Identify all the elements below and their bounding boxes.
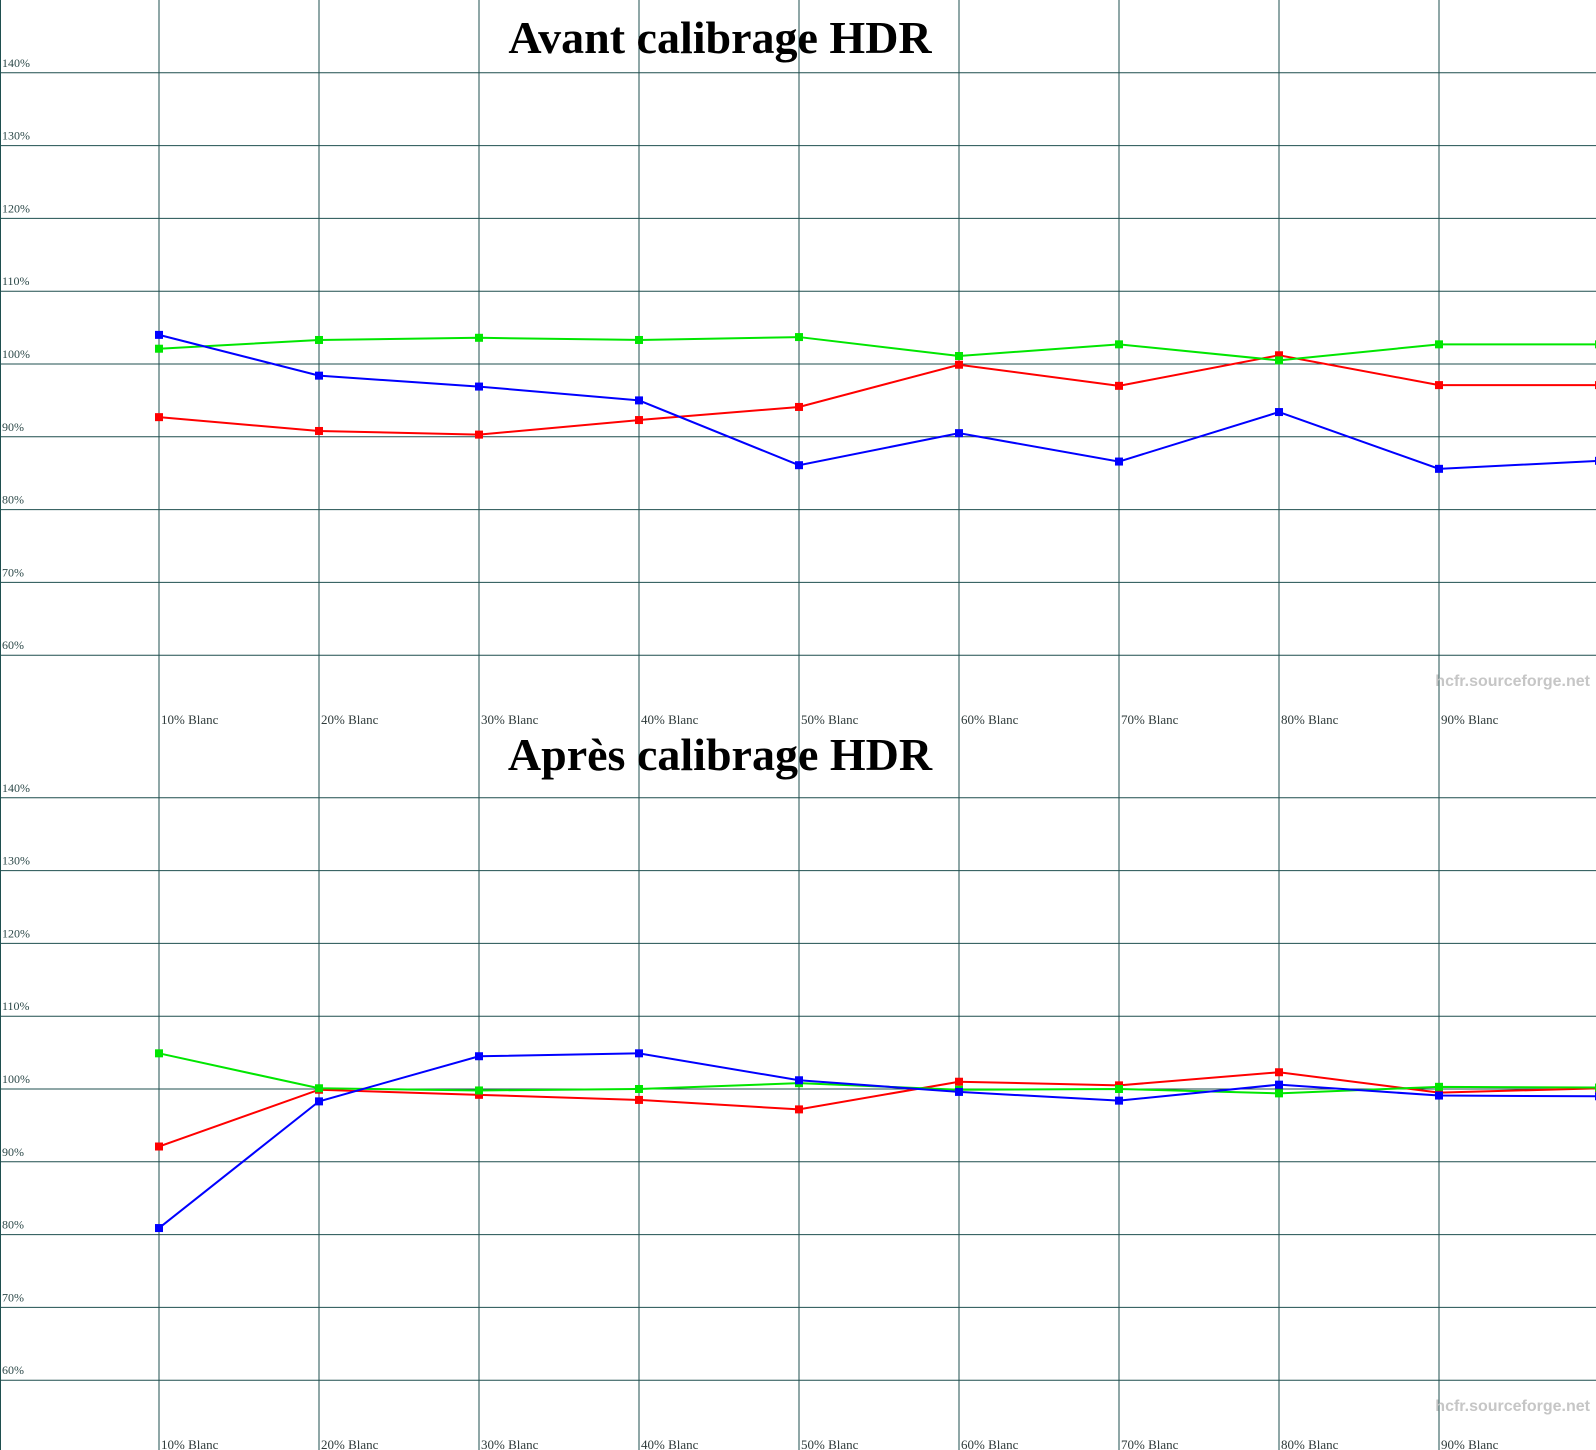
chart-after: 140% 130% 120% 110% 100% 90% 80% 70% 60% 10% Blan… xyxy=(0,725,1596,1450)
chart-before: 140% 130% 120% 110% 100% 90% 80% 70% 60% 10% Blan… xyxy=(0,0,1596,725)
data-point-green xyxy=(1115,1085,1123,1093)
data-point-red xyxy=(315,426,323,435)
x-tick-label: 90% Blanc xyxy=(1441,1437,1499,1450)
series-line-red xyxy=(158,1071,1596,1148)
data-point-blue xyxy=(315,371,323,380)
x-tick-label: 60% Blanc xyxy=(961,712,1019,725)
data-point-green xyxy=(315,335,323,344)
data-point-green xyxy=(475,1086,483,1095)
data-point-blue xyxy=(635,1049,643,1058)
data-point-blue xyxy=(155,1224,163,1233)
x-tick-label: 80% Blanc xyxy=(1281,1437,1339,1450)
y-tick-label: 120% xyxy=(2,926,30,940)
series-line-green xyxy=(158,1052,1596,1095)
series-line-blue xyxy=(158,1052,1596,1229)
y-tick-label: 80% xyxy=(2,1218,24,1232)
x-tick-label: 40% Blanc xyxy=(641,1437,699,1450)
data-point-green xyxy=(635,335,643,344)
data-point-green xyxy=(315,1084,323,1093)
data-point-red xyxy=(955,360,963,369)
data-point-green xyxy=(1435,340,1443,349)
series-line-red xyxy=(158,354,1596,436)
data-point-green xyxy=(1275,1089,1283,1098)
data-point-blue xyxy=(955,429,963,438)
x-tick-label: 30% Blanc xyxy=(481,712,539,725)
data-point-red xyxy=(155,413,163,422)
x-tick-label: 90% Blanc xyxy=(1441,712,1499,725)
y-tick-label: 100% xyxy=(2,1072,30,1086)
data-point-green xyxy=(1115,340,1123,349)
y-tick-label: 130% xyxy=(2,854,30,868)
data-point-red xyxy=(795,1105,803,1114)
x-tick-label: 60% Blanc xyxy=(961,1437,1019,1450)
chart-after-plot: 140% 130% 120% 110% 100% 90% 80% 70% 60% 10% Blan… xyxy=(0,725,1596,1450)
y-tick-label: 90% xyxy=(2,1145,24,1159)
series-line-green xyxy=(158,336,1596,362)
chart-after-title: Après calibrage HDR xyxy=(507,729,933,780)
data-point-red xyxy=(1275,1068,1283,1077)
watermark: hcfr.sourceforge.net xyxy=(1435,1398,1590,1415)
data-point-blue xyxy=(795,1076,803,1085)
data-point-blue xyxy=(795,461,803,470)
y-tick-label: 140% xyxy=(2,56,30,70)
y-tick-label: 130% xyxy=(2,129,30,143)
data-point-red xyxy=(1275,351,1283,360)
y-tick-label: 80% xyxy=(2,493,24,507)
x-tick-label: 50% Blanc xyxy=(801,1437,859,1450)
data-point-red xyxy=(955,1077,963,1086)
y-tick-label: 110% xyxy=(2,999,30,1013)
chart-before-plot: 140% 130% 120% 110% 100% 90% 80% 70% 60% 10% Blan… xyxy=(0,0,1596,725)
data-point-blue xyxy=(1115,1096,1123,1105)
y-tick-label: 140% xyxy=(2,781,30,795)
watermark: hcfr.sourceforge.net xyxy=(1435,673,1590,690)
data-point-blue xyxy=(315,1097,323,1106)
data-point-green xyxy=(795,333,803,342)
data-point-blue xyxy=(635,396,643,405)
data-point-blue xyxy=(1115,457,1123,466)
data-point-red xyxy=(635,1095,643,1104)
x-tick-label: 80% Blanc xyxy=(1281,712,1339,725)
x-tick-label: 10% Blanc xyxy=(161,712,219,725)
x-tick-label: 70% Blanc xyxy=(1121,712,1179,725)
x-tick-label: 70% Blanc xyxy=(1121,1437,1179,1450)
data-point-blue xyxy=(955,1087,963,1096)
y-tick-label: 110% xyxy=(2,274,30,288)
y-tick-label: 100% xyxy=(2,347,30,361)
data-point-blue xyxy=(155,330,163,339)
data-point-blue xyxy=(1275,1080,1283,1089)
data-point-green xyxy=(475,333,483,342)
data-point-red xyxy=(475,430,483,439)
y-tick-label: 120% xyxy=(2,201,30,215)
data-point-blue xyxy=(1435,464,1443,473)
data-point-green xyxy=(1275,356,1283,365)
data-point-red xyxy=(795,402,803,411)
data-point-red xyxy=(475,1090,483,1099)
y-tick-label: 90% xyxy=(2,420,24,434)
data-point-blue xyxy=(475,382,483,391)
data-point-red xyxy=(635,416,643,425)
series-line-blue xyxy=(158,333,1596,470)
data-point-blue xyxy=(1435,1091,1443,1100)
data-point-red xyxy=(155,1142,163,1151)
chart-before-title: Avant calibrage HDR xyxy=(508,12,932,63)
x-tick-label: 40% Blanc xyxy=(641,712,699,725)
y-tick-label: 70% xyxy=(2,565,24,579)
x-tick-label: 50% Blanc xyxy=(801,712,859,725)
data-point-green xyxy=(1435,1082,1443,1091)
x-tick-label: 20% Blanc xyxy=(321,712,379,725)
data-point-red xyxy=(1435,381,1443,390)
data-point-green xyxy=(955,351,963,360)
y-tick-label: 70% xyxy=(2,1290,24,1304)
data-point-green xyxy=(635,1085,643,1093)
x-tick-label: 30% Blanc xyxy=(481,1437,539,1450)
data-point-blue xyxy=(475,1052,483,1061)
data-point-red xyxy=(1115,381,1123,390)
data-point-green xyxy=(155,1049,163,1058)
x-tick-label: 20% Blanc xyxy=(321,1437,379,1450)
x-tick-label: 10% Blanc xyxy=(161,1437,219,1450)
data-point-green xyxy=(155,344,163,353)
data-point-blue xyxy=(1275,408,1283,417)
y-tick-label: 60% xyxy=(2,1363,24,1377)
y-tick-label: 60% xyxy=(2,638,24,652)
